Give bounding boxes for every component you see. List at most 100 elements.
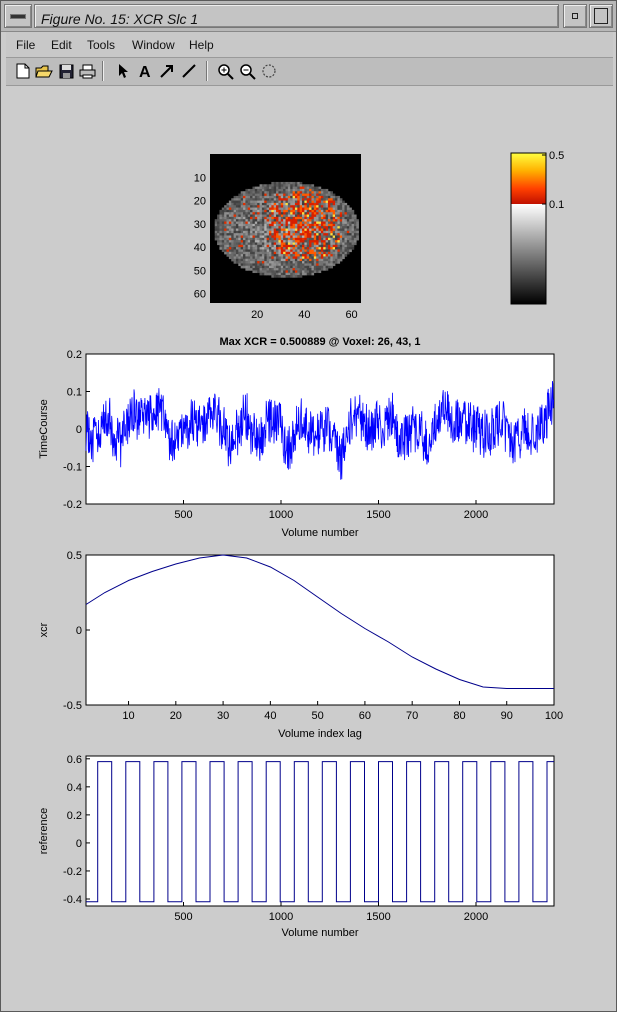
- new-file-button[interactable]: [14, 62, 32, 80]
- brain-voxel: [238, 214, 241, 218]
- menu-help[interactable]: Help: [189, 38, 214, 52]
- arrow-draw-button[interactable]: [158, 62, 176, 80]
- brain-voxel: [306, 212, 310, 215]
- brain-voxel: [320, 219, 324, 222]
- reference-series-line: [86, 761, 554, 903]
- brain-voxel: [250, 226, 253, 229]
- rotate-button[interactable]: [260, 62, 278, 80]
- brain-voxel: [299, 212, 303, 215]
- brain-voxel: [283, 244, 286, 248]
- brain-voxel: [302, 258, 305, 262]
- brain-voxel: [285, 247, 289, 250]
- brain-voxel: [311, 195, 315, 199]
- brain-voxel: [224, 216, 227, 220]
- brain-voxel: [245, 214, 249, 218]
- print-button[interactable]: [78, 62, 96, 80]
- brain-voxel: [297, 202, 300, 206]
- brain-voxel: [287, 235, 291, 239]
- zoom-in-button[interactable]: [216, 62, 234, 80]
- brain-voxel: [320, 237, 324, 241]
- brain-voxel: [238, 233, 241, 236]
- brain-voxel: [292, 181, 296, 185]
- brain-voxel: [299, 193, 303, 197]
- title-bar[interactable]: Figure No. 15: XCR Slc 1: [1, 1, 616, 32]
- xcr-series-line: [85, 554, 554, 689]
- brain-voxel: [327, 242, 331, 246]
- brain-voxel: [294, 207, 298, 211]
- brain-voxel: [306, 186, 310, 190]
- brain-voxel: [339, 256, 343, 260]
- brain-voxel: [264, 202, 267, 206]
- brain-voxel: [306, 195, 310, 199]
- brain-voxel: [257, 237, 260, 241]
- brain-voxel: [302, 230, 305, 234]
- brain-voxel: [254, 193, 258, 197]
- brain-voxel: [339, 247, 343, 250]
- brain-voxel: [287, 200, 291, 204]
- brain-voxel: [243, 205, 246, 208]
- maximize-button[interactable]: [589, 4, 613, 28]
- brain-voxel: [228, 230, 232, 234]
- brain-voxel: [318, 188, 322, 192]
- brain-voxel: [283, 198, 286, 201]
- brain-voxel: [285, 254, 289, 257]
- brain-voxel: [235, 219, 239, 222]
- brain-voxel: [316, 268, 319, 271]
- brain-voxel: [337, 242, 341, 246]
- brain-voxel: [356, 233, 359, 236]
- zoom-out-button[interactable]: [238, 62, 256, 80]
- brain-voxel: [254, 263, 258, 267]
- line-draw-button[interactable]: [180, 62, 198, 80]
- minimize-button[interactable]: [563, 4, 587, 28]
- brain-voxel: [240, 198, 244, 201]
- text-tool-button[interactable]: A: [136, 62, 154, 80]
- brain-voxel: [268, 270, 272, 274]
- brain-voxel: [233, 212, 237, 215]
- brain-voxel: [327, 212, 331, 215]
- brain-voxel: [290, 247, 293, 250]
- brain-voxel: [335, 205, 338, 208]
- menu-tools[interactable]: Tools: [87, 38, 116, 52]
- brain-voxel: [217, 214, 220, 218]
- brain-voxel: [228, 221, 232, 225]
- save-button[interactable]: [57, 62, 75, 80]
- open-button[interactable]: [35, 62, 53, 80]
- brain-voxel: [332, 237, 336, 241]
- brain-voxel: [285, 233, 289, 236]
- brain-voxel: [266, 254, 270, 257]
- brain-voxel: [217, 219, 220, 222]
- brain-voxel: [231, 254, 234, 257]
- brain-voxel: [268, 247, 272, 250]
- brain-voxel: [294, 223, 298, 227]
- brain-voxel: [313, 247, 317, 250]
- brain-voxel: [280, 258, 284, 262]
- brain-voxel: [332, 256, 336, 260]
- brain-voxel: [278, 228, 282, 232]
- window-menu-button[interactable]: [4, 4, 32, 28]
- brain-image[interactable]: [214, 181, 359, 278]
- brain-voxel: [290, 275, 293, 278]
- brain-voxel: [309, 237, 312, 241]
- toolbar: A: [6, 58, 613, 86]
- brain-voxel: [231, 226, 234, 229]
- brain-voxel: [323, 212, 326, 215]
- brain-voxel: [313, 200, 317, 204]
- brain-voxel: [292, 219, 296, 222]
- brain-voxel: [278, 198, 282, 201]
- brain-voxel: [252, 258, 256, 262]
- brain-voxel: [254, 228, 258, 232]
- menu-window[interactable]: Window: [132, 38, 175, 52]
- brain-voxel: [254, 251, 258, 255]
- brain-voxel: [316, 216, 319, 220]
- brain-voxel: [318, 205, 322, 208]
- brain-voxel: [233, 258, 237, 262]
- brain-voxel: [302, 228, 305, 232]
- brain-voxel: [294, 268, 298, 271]
- brain-voxel: [332, 233, 336, 236]
- menu-file[interactable]: File: [16, 38, 36, 52]
- brain-voxel: [344, 205, 348, 208]
- select-button[interactable]: [114, 62, 132, 80]
- brain-voxel: [221, 249, 225, 253]
- menu-edit[interactable]: Edit: [51, 38, 72, 52]
- brain-voxel: [290, 235, 293, 239]
